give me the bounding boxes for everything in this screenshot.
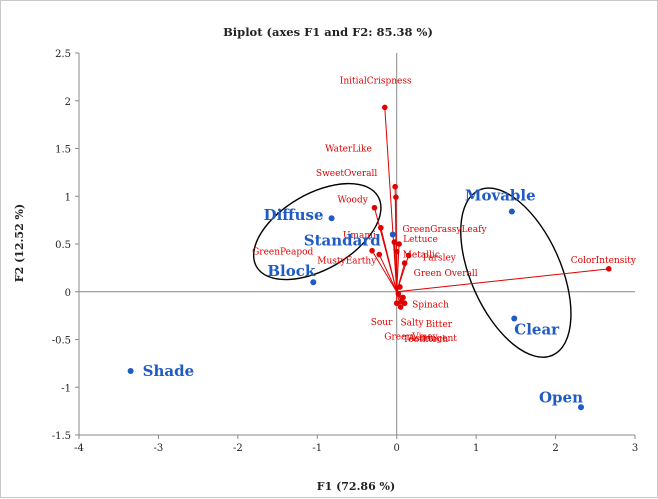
variable-point xyxy=(371,204,378,211)
observation-label: Standard xyxy=(304,231,381,249)
group-ellipse xyxy=(252,182,382,281)
variable-point xyxy=(401,300,408,307)
x-tick-label: -3 xyxy=(154,443,164,454)
y-tick-label: 1 xyxy=(65,192,71,203)
variable-point xyxy=(393,248,400,255)
y-tick-label: 2 xyxy=(65,97,71,108)
variable-point xyxy=(369,247,375,254)
variable-label: Bitter xyxy=(426,320,453,330)
variable-point xyxy=(397,304,404,310)
y-tick-label: -0.5 xyxy=(52,336,71,347)
observation-point xyxy=(328,215,335,222)
y-axis-title: F2 (12.52 %) xyxy=(13,204,26,282)
observation-point xyxy=(389,231,396,238)
variable-vector xyxy=(371,250,398,293)
variable-label: Spinach xyxy=(412,300,449,310)
variable-label: Umami xyxy=(343,231,376,241)
variable-label: Woody xyxy=(337,196,368,206)
observation-label: Block xyxy=(267,262,316,280)
y-tick-label: -1.5 xyxy=(52,431,71,442)
variable-label: Parsley xyxy=(423,253,457,263)
variable-label: Metallic xyxy=(403,251,440,261)
y-tick-label: 1.5 xyxy=(55,145,71,156)
variable-point xyxy=(382,104,388,111)
y-tick-label: 0.5 xyxy=(55,240,71,251)
variable-label: InitialCrispness xyxy=(340,76,412,86)
variable-point xyxy=(605,266,612,272)
variable-point xyxy=(393,300,400,307)
variable-label: Salty xyxy=(400,318,424,328)
variable-label: Astringent xyxy=(408,334,458,344)
x-axis-title: F1 (72.86 %) xyxy=(317,480,395,493)
observation-point xyxy=(310,279,317,286)
variable-vector xyxy=(378,254,398,292)
observation-point xyxy=(508,208,515,215)
x-tick-label: -4 xyxy=(74,443,84,454)
observation-point xyxy=(511,315,518,322)
variable-label: Toothtech xyxy=(403,335,449,345)
variable-label: SweetOverall xyxy=(316,169,377,179)
variable-point xyxy=(396,241,402,247)
x-tick-label: -1 xyxy=(312,443,322,454)
variable-point xyxy=(405,252,412,259)
observation-label: Shade xyxy=(143,362,195,380)
variable-point xyxy=(378,224,384,231)
variable-label: WaterLike xyxy=(325,145,372,155)
variable-point xyxy=(395,290,402,297)
variable-label: Green Overall xyxy=(414,269,478,279)
variable-vector xyxy=(384,107,398,292)
variable-label: GreenGrassyLeafy xyxy=(402,225,487,235)
variable-label: GreenPeapod xyxy=(252,248,313,258)
group-ellipse xyxy=(460,187,572,358)
variable-label: GreenViney xyxy=(384,333,438,343)
observation-label: Clear xyxy=(514,320,560,338)
y-tick-label: -1 xyxy=(61,383,71,394)
variable-point xyxy=(397,284,403,290)
variable-point xyxy=(391,239,398,245)
x-tick-label: 0 xyxy=(394,443,400,454)
y-tick-label: 0 xyxy=(65,288,71,299)
variable-label: MustyEarthy xyxy=(317,257,377,267)
x-tick-label: 1 xyxy=(473,443,479,454)
variable-label: Lettuce xyxy=(403,235,438,245)
y-tick-label: 2.5 xyxy=(55,49,71,60)
observation-label: Open xyxy=(539,388,583,406)
variable-label: ColorIntensity xyxy=(571,256,637,266)
variable-vector xyxy=(380,227,398,292)
x-tick-label: 2 xyxy=(552,443,558,454)
variable-point xyxy=(376,251,383,258)
variable-vector xyxy=(396,268,609,293)
observation-point xyxy=(577,404,584,411)
x-tick-label: 3 xyxy=(632,443,638,454)
chart-title: Biplot (axes F1 and F2: 85.38 %) xyxy=(223,25,433,39)
observation-label: Movable xyxy=(465,187,536,205)
variable-label: Sour xyxy=(371,318,393,328)
variable-point xyxy=(393,194,399,201)
x-tick-label: -2 xyxy=(233,443,243,454)
observation-label: Diffuse xyxy=(264,206,324,224)
variable-point xyxy=(401,260,408,266)
observation-point xyxy=(127,368,134,375)
variable-point xyxy=(392,183,398,190)
